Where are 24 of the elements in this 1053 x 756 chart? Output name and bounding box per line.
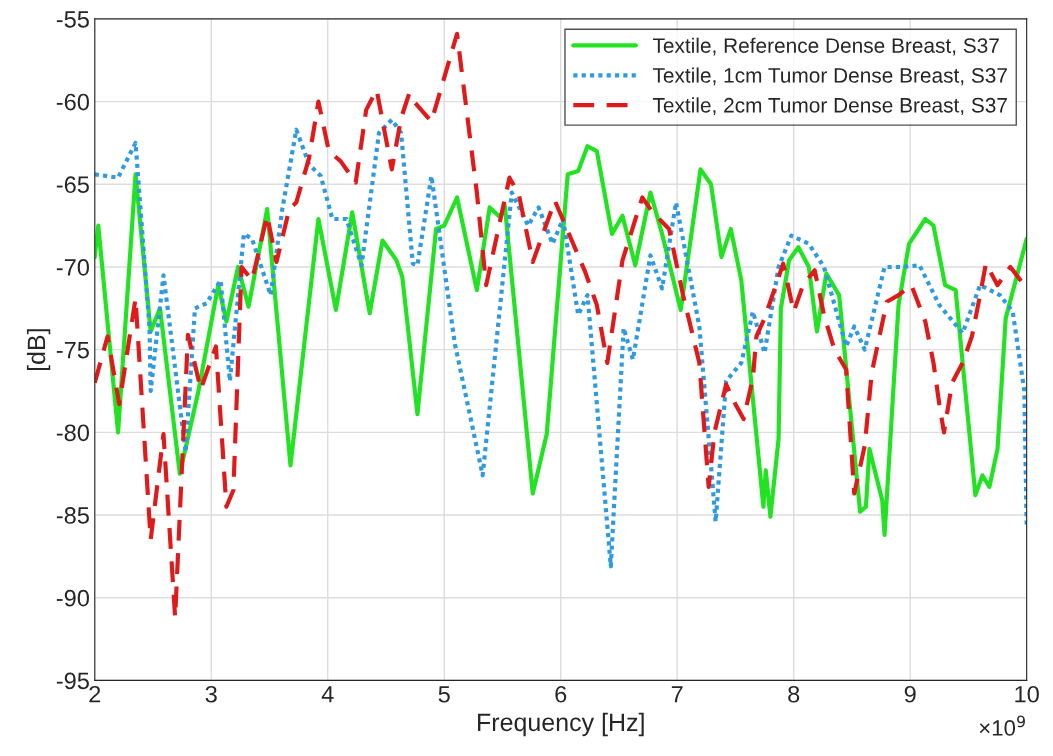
x-tick-label: 2: [89, 685, 101, 703]
y-tick-label: -90: [56, 589, 89, 607]
y-tick-label: -80: [56, 424, 89, 442]
x-tick-label: 10: [1015, 685, 1039, 703]
x-tick-label: 5: [438, 686, 450, 703]
legend-label: Textile, Reference Dense Breast, S37: [652, 37, 999, 56]
x-tick-label: 9: [904, 685, 916, 703]
y-tick-label: -75: [56, 341, 89, 359]
x-tick-label: 8: [788, 685, 800, 703]
x-tick-label: 3: [205, 685, 217, 703]
text: ×10$^{9}$: [979, 715, 1025, 736]
legend-label: Textile, 1cm Tumor Dense Breast, S37: [652, 67, 1007, 86]
y-tick-label: -95: [56, 672, 89, 690]
x-axis-title: Frequency [Hz]: [478, 712, 644, 737]
x-tick-label: 6: [555, 685, 567, 703]
x-tick-label: 7: [671, 686, 683, 703]
y-tick-label: -55: [56, 11, 89, 28]
y-tick-label: -65: [56, 176, 89, 194]
y-tick-label: -60: [56, 93, 89, 111]
y-tick-label: -70: [56, 259, 89, 276]
y-tick-label: -85: [56, 507, 89, 524]
y-axis-title: [dB]: [26, 329, 51, 371]
x-tick-label: 4: [321, 686, 334, 703]
legend-label: Textile, 2cm Tumor Dense Breast, S37: [652, 97, 1007, 116]
